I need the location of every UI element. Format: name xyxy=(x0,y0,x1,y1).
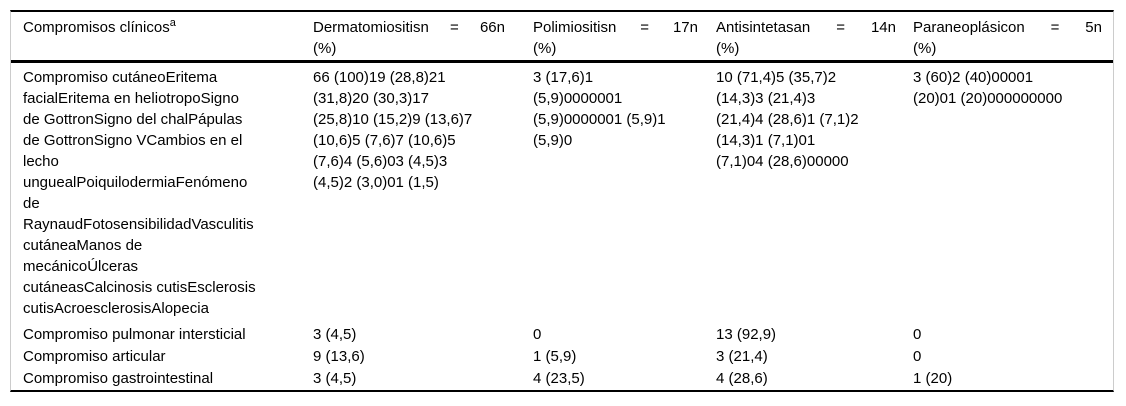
header-cell-dermatomiositis: Dermatomiositisn = 66n (%) xyxy=(313,12,533,63)
data-cell: 0 xyxy=(913,348,922,365)
table-row-pulmonar: Compromiso pulmonar intersticial 3 (4,5)… xyxy=(11,324,1113,346)
row-label-cell: Compromiso pulmonar intersticial xyxy=(23,326,246,343)
unit-label: (%) xyxy=(313,40,337,57)
group-name: Polimiositisn xyxy=(533,19,617,36)
data-cell: 10 (71,4)5 (35,7)2 (14,3)3 (21,4)3 (21,4… xyxy=(716,69,859,170)
unit-label: (%) xyxy=(533,40,557,57)
table-row-cutaneo: Compromiso cutáneoEritema facialEritema … xyxy=(11,62,1113,325)
group-n: 14n xyxy=(870,19,896,36)
unit-label: (%) xyxy=(913,40,937,57)
data-cell: 3 (60)2 (40)00001 (20)01 (20)000000000 xyxy=(913,69,1063,107)
header-row: Compromisos clínicosa Dermatomiositisn =… xyxy=(11,12,1113,63)
data-cell: 4 (23,5) xyxy=(533,370,585,387)
group-n: 17n xyxy=(672,19,698,36)
data-cell: 3 (21,4) xyxy=(716,348,768,365)
data-cell: 0 xyxy=(533,326,542,343)
header-line: Dermatomiositisn = 66n xyxy=(313,17,505,38)
data-cell: 3 (4,5) xyxy=(313,370,357,387)
table-header: Compromisos clínicosa Dermatomiositisn =… xyxy=(11,12,1113,63)
header-line: Antisintetasan = 14n xyxy=(716,17,896,38)
data-cell: 3 (17,6)1 (5,9)0000001 (5,9)0000001 (5,9… xyxy=(533,69,666,149)
group-n: 66n xyxy=(479,19,505,36)
table-row-articular: Compromiso articular 9 (13,6) 1 (5,9) 3 … xyxy=(11,346,1113,368)
data-cell: 66 (100)19 (28,8)21 (31,8)20 (30,3)17 (2… xyxy=(313,69,473,191)
data-cell: 9 (13,6) xyxy=(313,348,365,365)
footnote-marker: a xyxy=(169,17,176,29)
header-line: Paraneoplásicon = 5n xyxy=(913,17,1102,38)
data-cell: 4 (28,6) xyxy=(716,370,768,387)
equals-sign: = xyxy=(1050,19,1060,36)
header-cell-polimiositis: Polimiositisn = 17n (%) xyxy=(533,12,716,63)
data-cell: 1 (5,9) xyxy=(533,348,577,365)
clinical-findings-table: Compromisos clínicosa Dermatomiositisn =… xyxy=(10,10,1114,392)
equals-sign: = xyxy=(640,19,650,36)
table-row-gastrointestinal: Compromiso gastrointestinal 3 (4,5) 4 (2… xyxy=(11,368,1113,390)
equals-sign: = xyxy=(836,19,845,36)
header-cell-paraneoplasico: Paraneoplásicon = 5n (%) xyxy=(913,12,1113,63)
row-label-cell: Compromiso cutáneoEritema facialEritema … xyxy=(23,69,256,317)
data-cell: 1 (20) xyxy=(913,370,953,387)
group-name: Dermatomiositisn xyxy=(313,19,429,36)
unit-label: (%) xyxy=(716,40,740,57)
header-cell-compromisos: Compromisos clínicosa xyxy=(11,12,313,63)
group-name: Paraneoplásicon xyxy=(913,19,1025,36)
group-n: 5n xyxy=(1085,19,1102,36)
header-line: Polimiositisn = 17n xyxy=(533,17,698,38)
data-table: Compromisos clínicosa Dermatomiositisn =… xyxy=(11,12,1113,390)
row-label-cell: Compromiso articular xyxy=(23,348,166,365)
table-body: Compromiso cutáneoEritema facialEritema … xyxy=(11,62,1113,391)
data-cell: 0 xyxy=(913,326,922,343)
header-label: Compromisos clínicos xyxy=(23,19,170,36)
group-name: Antisintetasan xyxy=(716,19,811,36)
equals-sign: = xyxy=(450,19,459,36)
data-cell: 13 (92,9) xyxy=(716,326,777,343)
row-label-cell: Compromiso gastrointestinal xyxy=(23,370,214,387)
data-cell: 3 (4,5) xyxy=(313,326,357,343)
header-cell-antisintetasa: Antisintetasan = 14n (%) xyxy=(716,12,913,63)
